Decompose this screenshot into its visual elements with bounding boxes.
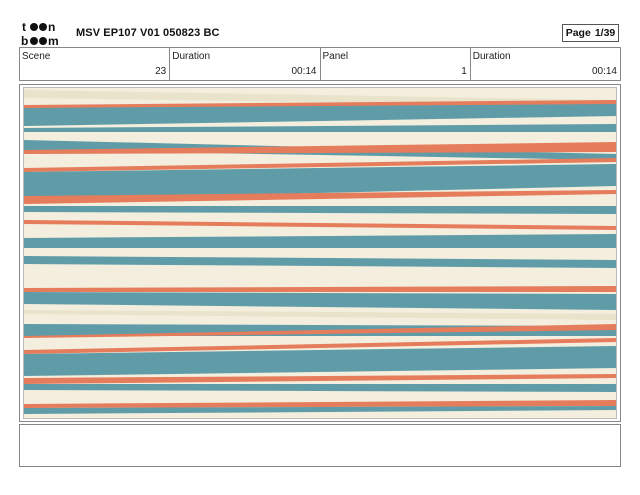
panel-duration-cell: Duration 00:14 (469, 48, 620, 80)
panel-value: 1 (461, 66, 467, 77)
scene-label: Scene (22, 51, 51, 62)
svg-text:n: n (48, 20, 55, 34)
scene-duration-value: 00:14 (291, 66, 317, 77)
page-label: Page (565, 27, 591, 39)
panel-label: Panel (322, 51, 349, 62)
panel-notes-box[interactable] (19, 424, 621, 467)
panel-cell: Panel 1 (319, 48, 470, 80)
document-title: MSV EP107 V01 050823 BC (76, 27, 220, 39)
panel-info-table: Scene 23 Duration 00:14 Panel 1 Duration… (19, 47, 621, 81)
scene-cell: Scene 23 (20, 48, 169, 80)
scene-duration-cell: Duration 00:14 (169, 48, 319, 80)
page-number: 1/39 (594, 27, 616, 39)
panel-duration-label: Duration (472, 51, 511, 62)
page-indicator: Page 1/39 (562, 24, 619, 42)
svg-text:b: b (21, 34, 28, 47)
svg-text:t: t (22, 20, 26, 34)
scene-duration-label: Duration (172, 51, 211, 62)
panel-duration-value: 00:14 (591, 66, 617, 77)
scene-value: 23 (155, 66, 167, 77)
panel-frame (19, 84, 621, 422)
svg-text:m: m (48, 34, 59, 47)
toonboom-logo: t n b m (21, 20, 59, 47)
panel-artwork[interactable] (24, 88, 616, 418)
